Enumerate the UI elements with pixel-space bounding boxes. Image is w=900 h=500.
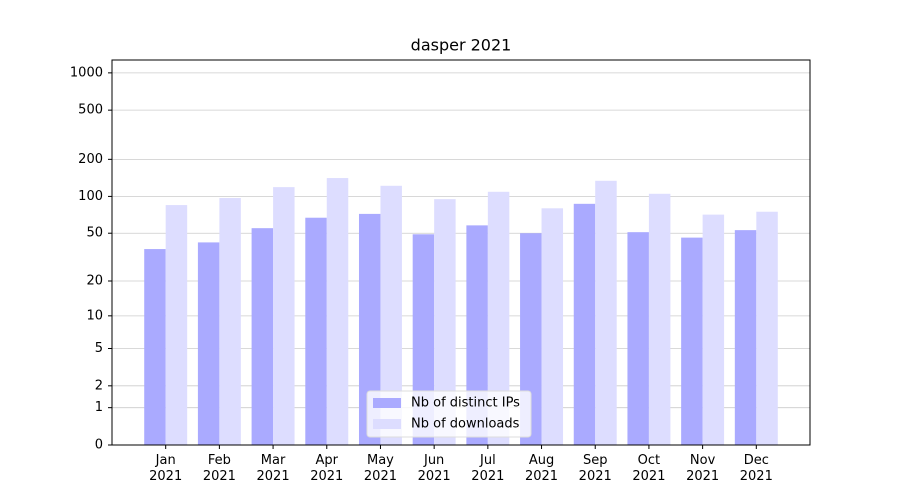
- x-tick-label: Jul 2021: [471, 453, 505, 484]
- bar: [573, 203, 596, 445]
- bar: [466, 225, 488, 445]
- legend-label: Nb of downloads: [411, 417, 520, 432]
- bar: [487, 191, 510, 445]
- x-tick-label: Jan 2021: [149, 453, 183, 484]
- y-tick-label: 1: [95, 400, 103, 415]
- x-tick-label: Mar 2021: [256, 453, 290, 484]
- bar: [305, 217, 327, 445]
- legend: Nb of distinct IPs Nb of downloads: [366, 390, 532, 438]
- x-tick-label: Feb 2021: [202, 453, 236, 484]
- y-tick-label: 20: [86, 274, 103, 289]
- y-tick-label: 50: [86, 226, 103, 241]
- bar: [702, 214, 725, 445]
- x-tick-label: Dec 2021: [739, 453, 773, 484]
- legend-swatch: [373, 398, 401, 408]
- y-tick-label: 200: [78, 152, 103, 167]
- bar: [144, 249, 166, 445]
- x-tick-label: Nov 2021: [686, 453, 720, 484]
- legend-swatch: [373, 419, 401, 429]
- bar: [595, 180, 617, 445]
- bar: [251, 228, 274, 445]
- y-tick-label: 2: [95, 378, 103, 393]
- x-tick-label: Sep 2021: [578, 453, 612, 484]
- x-tick-label: Apr 2021: [310, 453, 344, 484]
- bar: [756, 211, 778, 445]
- y-tick-label: 5: [95, 341, 103, 356]
- bar: [734, 230, 757, 445]
- bar: [219, 198, 241, 445]
- bar: [273, 187, 295, 445]
- x-tick-label: May 2021: [363, 453, 397, 484]
- x-tick-label: Aug 2021: [524, 453, 559, 484]
- bar: [681, 237, 703, 445]
- legend-label: Nb of distinct IPs: [411, 396, 520, 411]
- bar: [326, 178, 349, 446]
- bar: [165, 205, 188, 445]
- bar: [380, 185, 402, 446]
- plot-frame: [111, 59, 811, 446]
- bar: [541, 208, 564, 445]
- y-tick-label: 0: [95, 438, 103, 453]
- bar: [627, 232, 649, 445]
- legend-box: [366, 390, 532, 438]
- chart-title: dasper 2021: [411, 36, 512, 55]
- bar: [434, 199, 456, 445]
- y-tick-label: 500: [78, 103, 103, 118]
- y-tick-label: 100: [78, 189, 103, 204]
- y-tick-label: 1000: [70, 65, 103, 80]
- x-tick-label: Oct 2021: [632, 453, 666, 484]
- bar: [648, 193, 671, 445]
- x-tick-label: Jun 2021: [417, 453, 451, 484]
- bar: [197, 242, 220, 445]
- bar: [358, 213, 381, 445]
- y-tick-label: 10: [86, 308, 103, 323]
